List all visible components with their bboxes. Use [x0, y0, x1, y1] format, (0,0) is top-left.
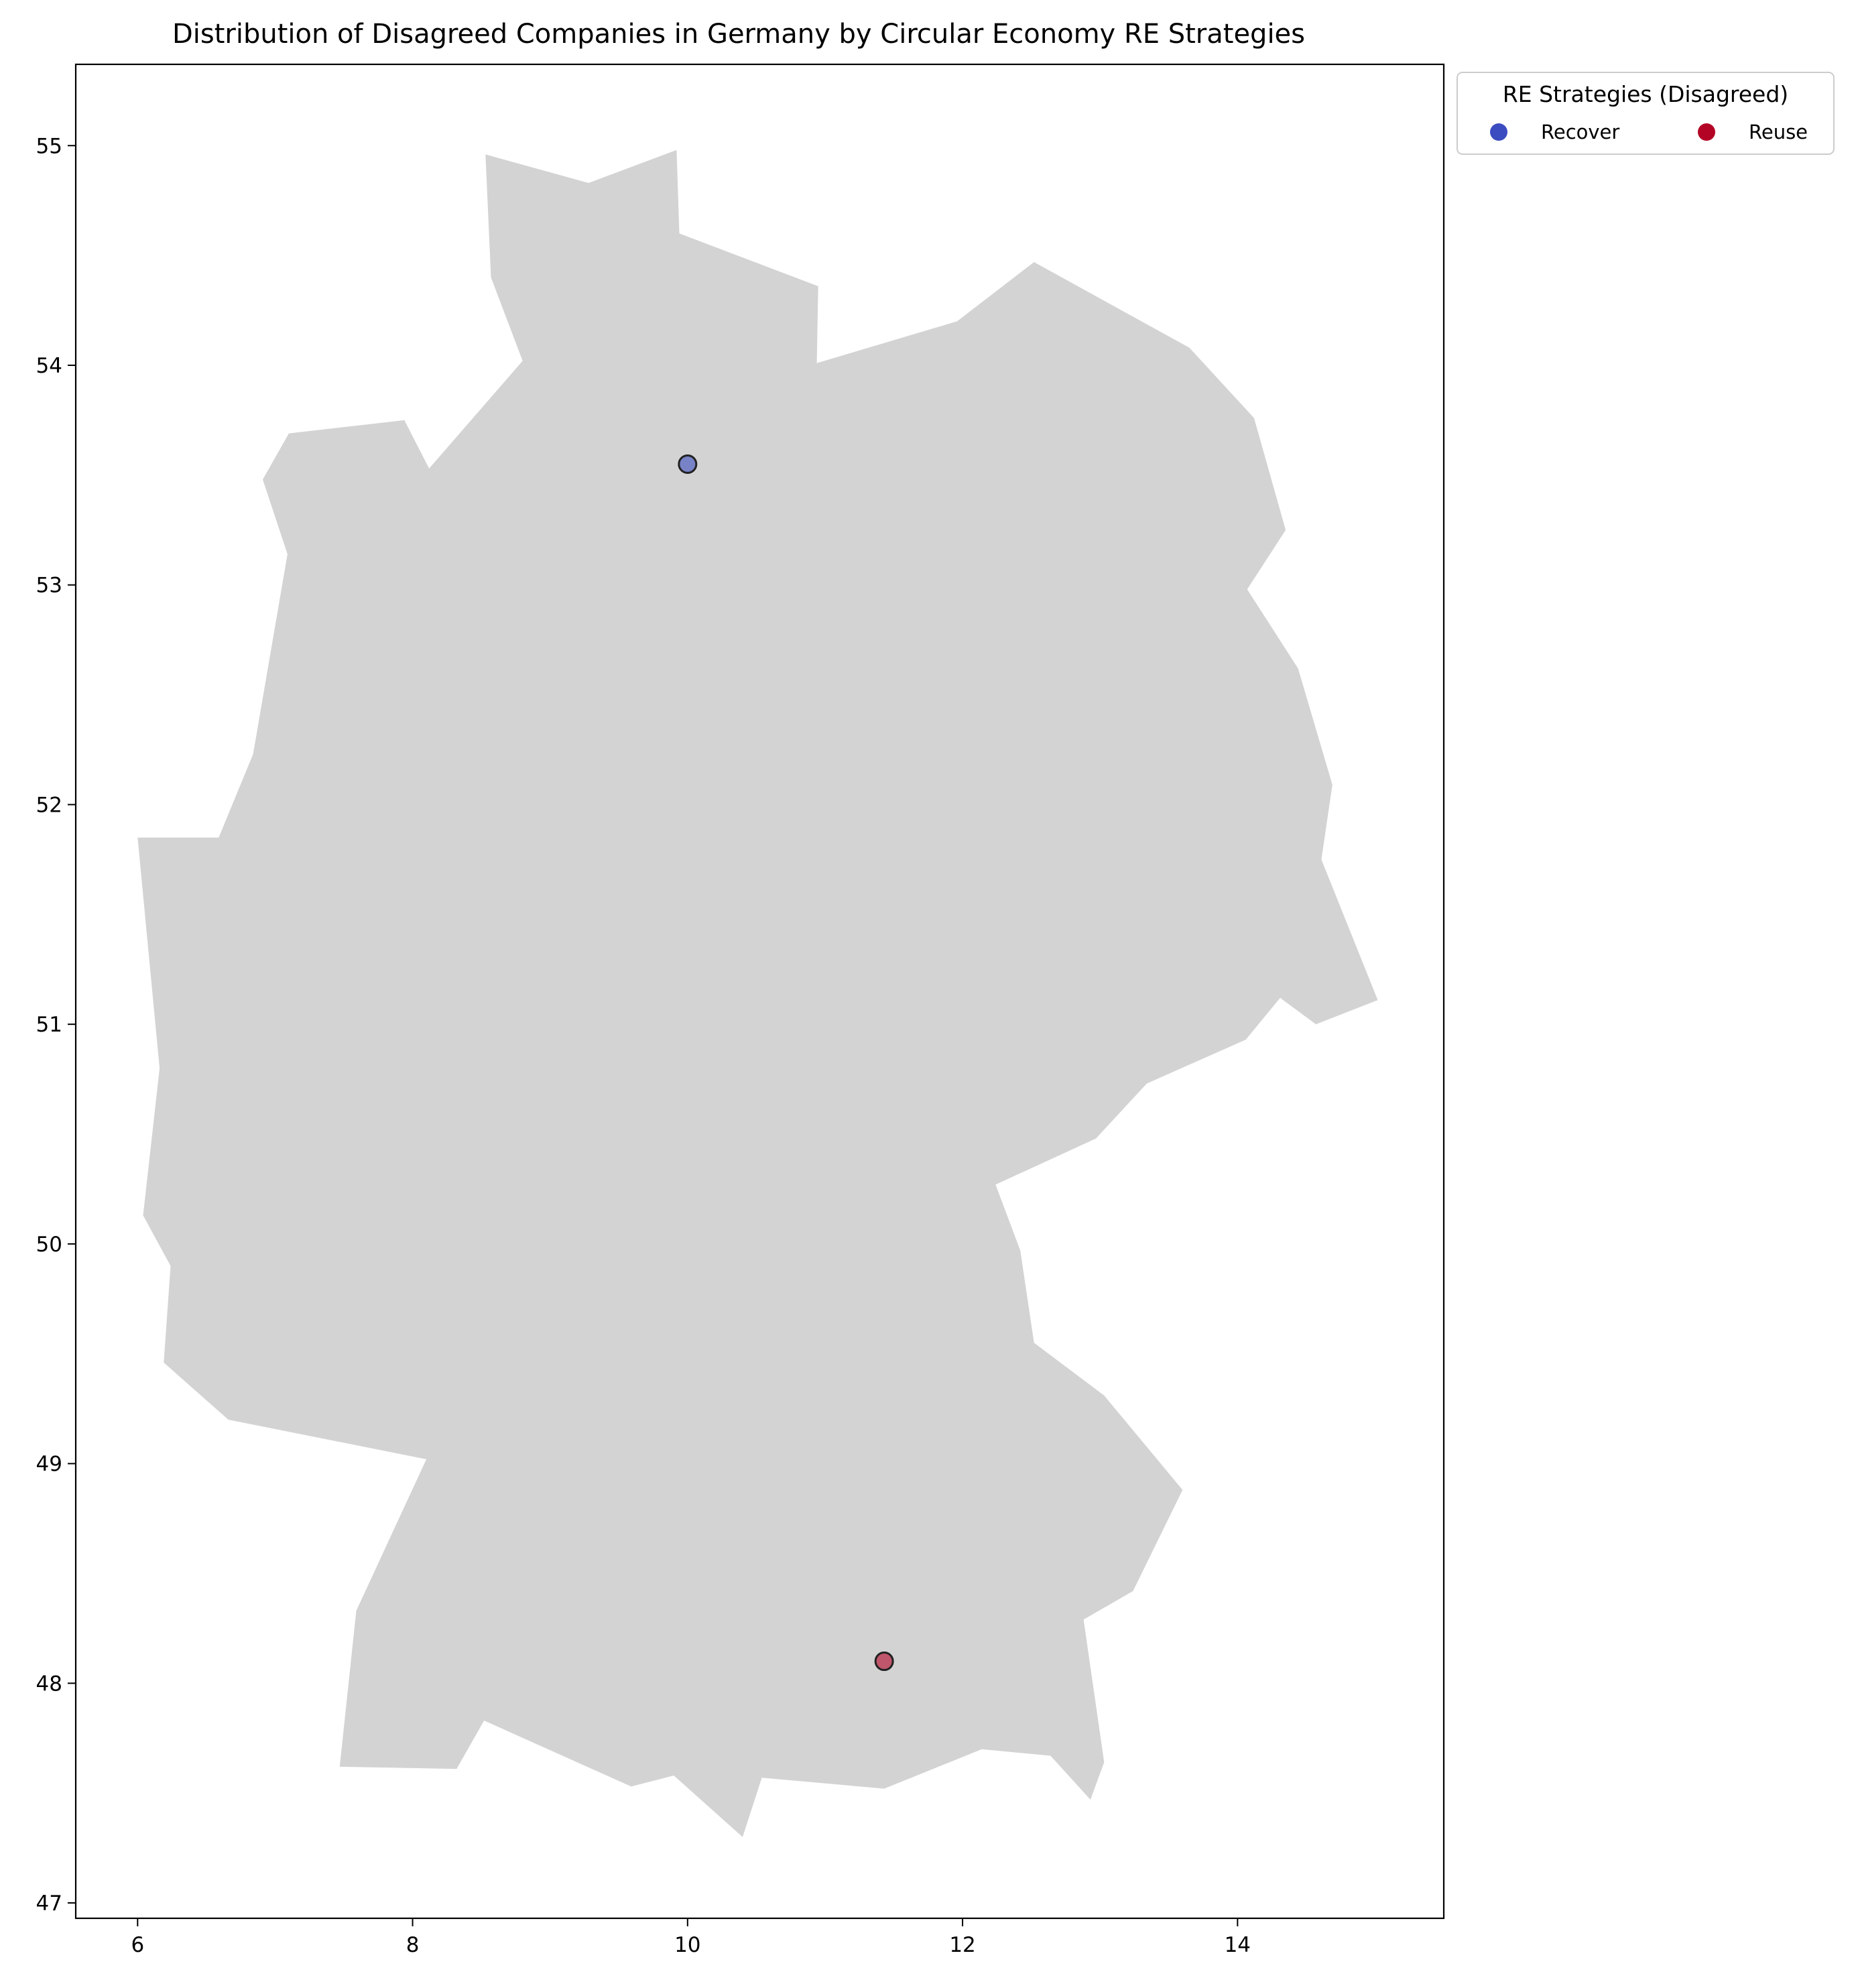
axes-frame — [74, 63, 1445, 1920]
legend-label-reuse: Reuse — [1749, 121, 1808, 143]
plot-area — [74, 63, 1445, 1920]
y-tick-label: 48 — [36, 1672, 62, 1696]
legend-title: RE Strategies (Disagreed) — [1503, 81, 1788, 107]
y-tick-label: 47 — [36, 1891, 62, 1916]
point-recover — [678, 454, 698, 474]
germany-shape — [137, 149, 1378, 1837]
y-tick-label: 52 — [36, 793, 62, 817]
x-tick-label: 6 — [131, 1933, 144, 1957]
y-tick-label: 53 — [36, 574, 62, 598]
x-tick-label: 10 — [674, 1933, 700, 1957]
legend-marker-recover — [1490, 123, 1507, 141]
chart-title: Distribution of Disagreed Companies in G… — [172, 19, 1305, 50]
legend-label-recover: Recover — [1541, 121, 1619, 143]
x-tick-label: 14 — [1225, 1933, 1251, 1957]
legend-marker-reuse — [1698, 123, 1715, 141]
x-tick-label: 12 — [949, 1933, 975, 1957]
x-tick-label: 8 — [406, 1933, 420, 1957]
legend-box — [1457, 72, 1835, 155]
y-axis: 47 48 49 50 51 52 53 54 55 — [36, 134, 76, 1916]
x-axis: 6 8 10 12 14 — [131, 1918, 1251, 1957]
y-tick-label: 51 — [36, 1013, 62, 1037]
y-tick-label: 54 — [36, 354, 62, 378]
y-tick-label: 55 — [36, 134, 62, 158]
legend: RE Strategies (Disagreed) Recover Reuse — [1457, 72, 1835, 155]
y-tick-label: 50 — [36, 1233, 62, 1257]
y-tick-label: 49 — [36, 1452, 62, 1477]
point-reuse — [874, 1652, 894, 1672]
